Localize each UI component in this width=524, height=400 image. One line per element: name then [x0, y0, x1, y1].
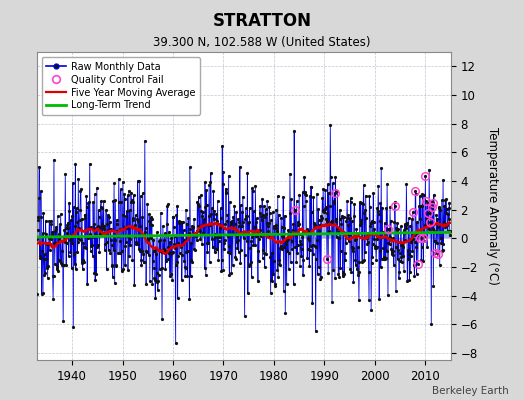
Legend: Raw Monthly Data, Quality Control Fail, Five Year Moving Average, Long-Term Tren: Raw Monthly Data, Quality Control Fail, … [41, 57, 200, 115]
Text: Berkeley Earth: Berkeley Earth [432, 386, 508, 396]
Text: STRATTON: STRATTON [213, 12, 311, 30]
Text: 39.300 N, 102.588 W (United States): 39.300 N, 102.588 W (United States) [153, 36, 371, 49]
Y-axis label: Temperature Anomaly (°C): Temperature Anomaly (°C) [486, 127, 498, 285]
